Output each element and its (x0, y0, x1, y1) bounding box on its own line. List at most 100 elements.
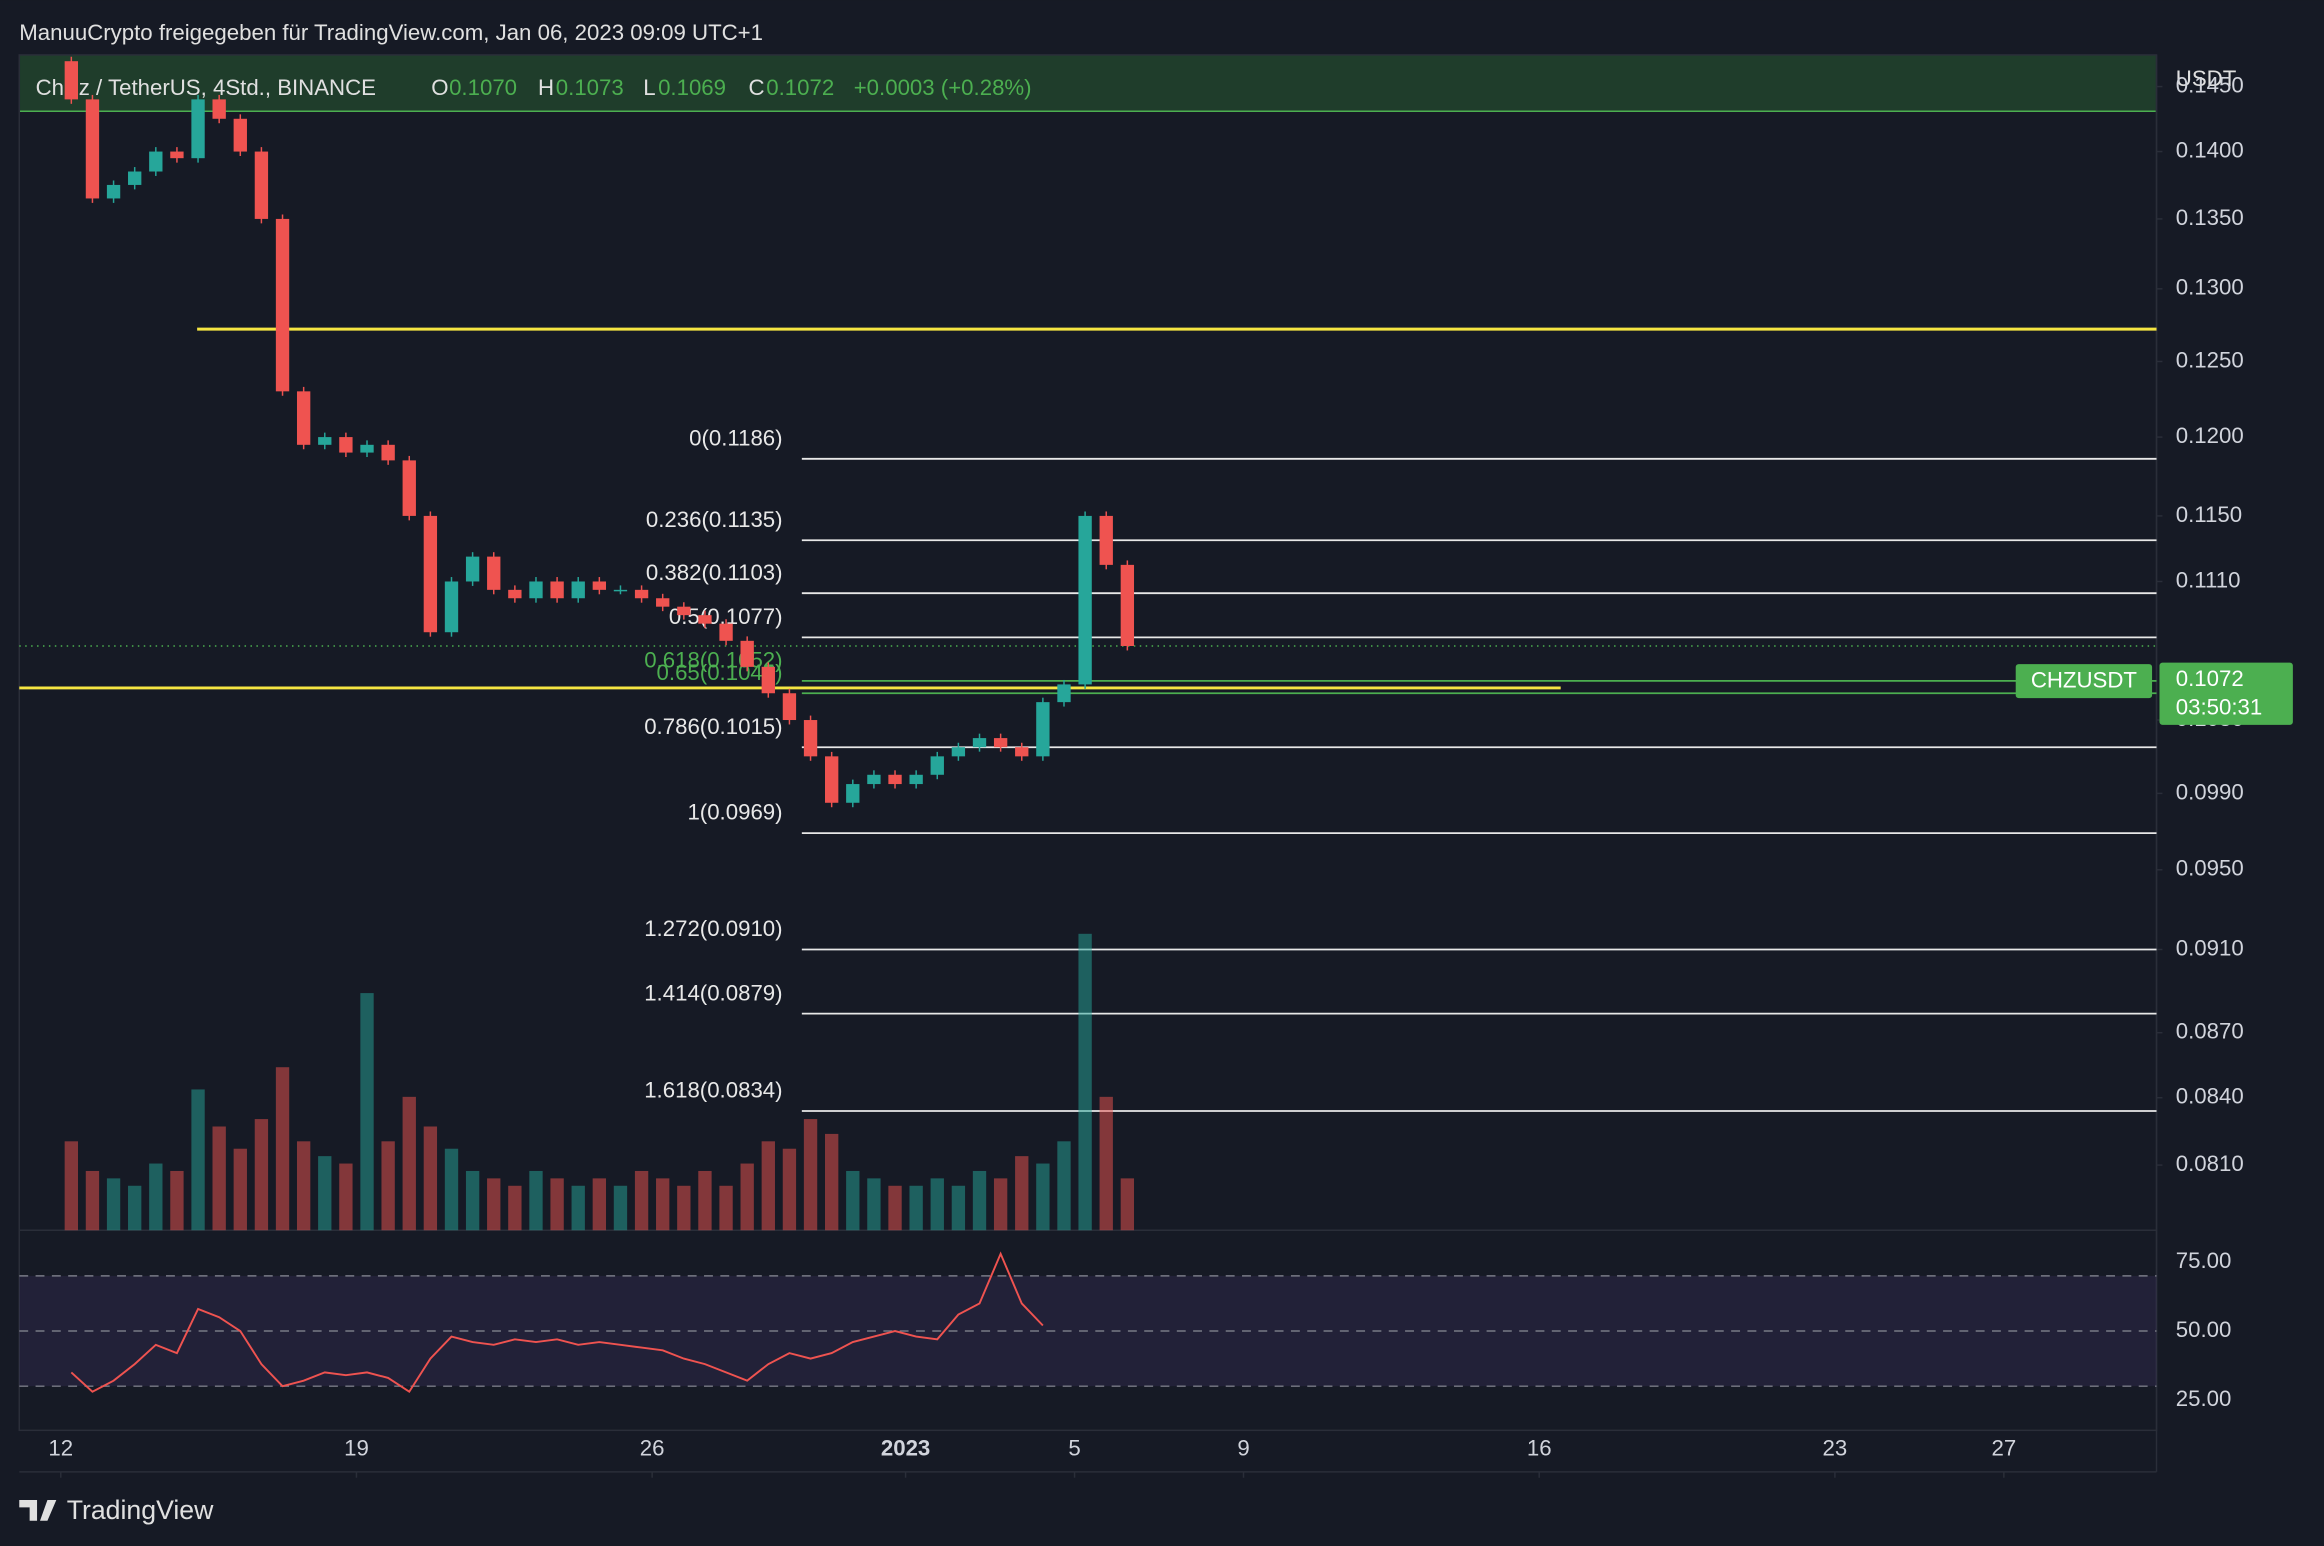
y-tick-label: 0.1300 (2176, 275, 2244, 300)
candle (634, 589, 649, 599)
volume-bar (740, 1163, 754, 1231)
header-title: ManuuCrypto freigegeben für TradingView.… (19, 20, 763, 45)
y-tick-label: 0.0990 (2176, 779, 2244, 804)
candle (613, 589, 628, 592)
legend-band (19, 54, 2157, 112)
low-label: L (643, 75, 655, 100)
volume-bar (550, 1178, 564, 1231)
x-tick-label: 12 (48, 1435, 73, 1460)
y-tick-label: 0.1150 (2176, 502, 2242, 527)
symbol: Chiliz / TetherUS, 4Std., BINANCE (36, 75, 376, 100)
candle (212, 99, 226, 119)
candle (698, 615, 712, 624)
candle (339, 437, 353, 453)
rsi-tick-label: 25.00 (2176, 1386, 2232, 1411)
candle (1015, 747, 1029, 757)
y-tick-label: 0.0840 (2176, 1084, 2244, 1109)
volume-bar (233, 1148, 247, 1231)
volume-bar (339, 1163, 353, 1231)
open-value: 0.1070 (449, 75, 517, 100)
candle (508, 589, 522, 599)
currency: USDT (2176, 66, 2237, 91)
fib-label: 1.618(0.0834) (644, 1078, 782, 1103)
fib-label: 0.382(0.1103) (646, 560, 783, 585)
high-value: 0.1073 (556, 75, 624, 100)
candle (677, 606, 691, 616)
fib-label: 0.65(0.1045) (657, 660, 783, 685)
volume-bar (1057, 1141, 1071, 1231)
candle (85, 99, 100, 199)
candle (761, 666, 775, 694)
candle (128, 171, 142, 185)
volume-bar (296, 1141, 311, 1231)
y-tick-label: 0.0910 (2176, 935, 2244, 960)
candle (719, 623, 733, 641)
candle (846, 784, 860, 803)
x-tick-label: 5 (1068, 1435, 1080, 1460)
candle (487, 556, 501, 590)
volume-bar (677, 1185, 691, 1231)
volume-bar (149, 1163, 163, 1231)
volume-bar (402, 1096, 416, 1231)
volume-bar (951, 1185, 966, 1231)
volume-bar (993, 1178, 1008, 1231)
last-price: 0.1072 (2176, 666, 2244, 691)
volume-bar (909, 1185, 923, 1231)
volume-bar (529, 1170, 543, 1231)
volume-bar (1036, 1163, 1050, 1231)
volume-bar (656, 1178, 670, 1231)
volume-bar (1099, 1096, 1113, 1231)
fib-label: 1.272(0.0910) (644, 916, 782, 941)
volume-bar (360, 993, 374, 1231)
brand: TradingView (67, 1495, 214, 1525)
volume-bar (85, 1170, 100, 1231)
x-tick-label: 16 (1527, 1435, 1552, 1460)
candle (782, 693, 797, 721)
x-tick-label: 9 (1237, 1435, 1249, 1460)
change: +0.0003 (+0.28%) (854, 75, 1032, 100)
candle (423, 515, 438, 633)
candle (1099, 515, 1113, 565)
fib-label: 0.236(0.1135) (646, 507, 783, 532)
y-tick-label: 0.1110 (2176, 567, 2241, 592)
candle (656, 598, 670, 607)
candle (1057, 684, 1071, 703)
candle (1078, 515, 1092, 685)
candle (191, 99, 205, 159)
volume-bar (613, 1185, 628, 1231)
ticker-badge (2015, 664, 2153, 699)
candle (296, 391, 311, 445)
open-label: O (431, 75, 448, 100)
candle (529, 581, 543, 599)
candle (740, 640, 754, 667)
candle (930, 756, 944, 775)
volume-bar (867, 1178, 881, 1231)
volume-bar (1078, 933, 1092, 1231)
volume-bar (106, 1178, 121, 1231)
high-label: H (538, 75, 554, 100)
y-tick-label: 0.1200 (2176, 423, 2244, 448)
volume-bar (571, 1185, 585, 1231)
y-tick-label: 0.0810 (2176, 1151, 2244, 1176)
ticker: CHZUSDT (2031, 668, 2138, 693)
x-tick-label: 2023 (881, 1435, 930, 1460)
logo-mark (19, 1499, 57, 1521)
countdown: 03:50:31 (2176, 694, 2263, 719)
candle (571, 581, 585, 599)
y-tick-label: 0.1450 (2176, 72, 2244, 97)
x-tick-label: 26 (640, 1435, 665, 1460)
volume-bar (423, 1126, 438, 1231)
candle (888, 774, 902, 785)
volume-bar (803, 1119, 818, 1231)
fib-label: 0(0.1186) (689, 425, 782, 450)
volume-bar (782, 1148, 797, 1231)
volume-bar (381, 1141, 395, 1231)
y-tick-label: 0.1250 (2176, 347, 2244, 372)
candle (402, 460, 416, 516)
y-tick-label: 0.0870 (2176, 1019, 2244, 1044)
candle (254, 151, 269, 219)
candle (106, 184, 121, 199)
volume-bar (1015, 1156, 1029, 1231)
close-label: C (748, 75, 764, 100)
